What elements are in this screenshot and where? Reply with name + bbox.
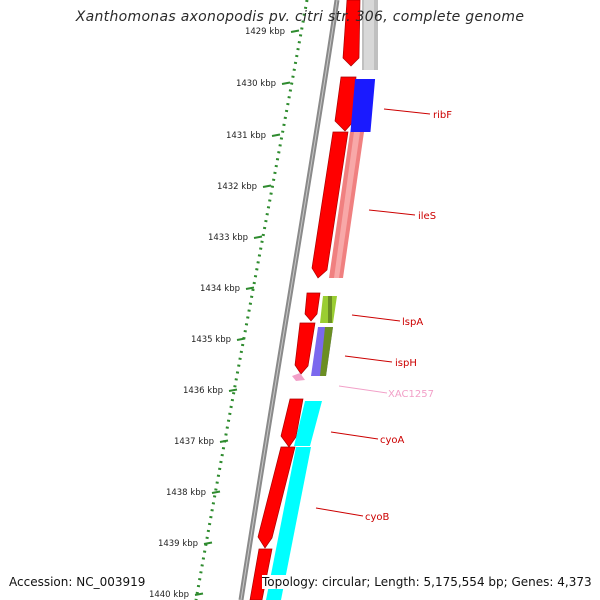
accession-text: Accession: NC_003919: [9, 575, 148, 589]
tick-label: 1430 kbp: [236, 79, 276, 89]
page-title: Xanthomonas axonopodis pv. citri str. 30…: [75, 9, 525, 25]
tick-mark: [262, 184, 272, 188]
gene-ispH[interactable]: [294, 322, 333, 376]
gene-label-cyoA: cyoA: [380, 435, 405, 446]
tick-label: 1438 kbp: [166, 488, 206, 498]
tick-marks: 1429 kbp 1430 kbp 1431 kbp 1432 kbp 1433 kbp…: [149, 27, 300, 600]
gene-cyoA[interactable]: [280, 398, 322, 448]
tick-mark: [211, 490, 221, 494]
tick-mark: [236, 337, 246, 341]
gene-ribF[interactable]: [334, 76, 376, 132]
tick-mark: [290, 29, 300, 33]
tick-label: 1437 kbp: [174, 437, 214, 447]
gene-label-ispH: ispH: [395, 358, 417, 369]
gene-labels: ribF ileS lspA ispH XAC1257 cyoA cyoB: [365, 110, 452, 523]
tick-label: 1429 kbp: [245, 27, 285, 37]
gene-cyoB[interactable]: [257, 446, 311, 600]
tick-label: 1439 kbp: [158, 539, 198, 549]
tick-mark: [271, 133, 281, 137]
tick-label: 1432 kbp: [217, 182, 257, 192]
tick-label: 1435 kbp: [191, 335, 231, 345]
tick-label: 1440 kbp: [149, 590, 189, 600]
gene-label-ribF: ribF: [433, 110, 452, 121]
tick-mark: [203, 541, 213, 545]
gene-label-ileS: ileS: [418, 211, 436, 222]
upstream-gene[interactable]: [342, 0, 378, 70]
label-leaders: [315, 108, 431, 517]
tick-label: 1436 kbp: [183, 386, 223, 396]
tick-label: 1433 kbp: [208, 233, 248, 243]
tick-mark: [228, 388, 238, 392]
gene-label-lspA: lspA: [402, 317, 423, 328]
tick-mark: [253, 235, 263, 239]
tick-mark: [281, 81, 291, 85]
genome-summary-text: Topology: circular; Length: 5,175,554 bp…: [262, 575, 594, 589]
gene-lspA[interactable]: [304, 292, 337, 323]
tick-mark: [245, 286, 255, 290]
tick-label: 1431 kbp: [226, 131, 266, 141]
tick-mark: [194, 592, 204, 596]
tick-mark: [219, 439, 229, 443]
gene-XAC1257[interactable]: [292, 373, 305, 381]
tick-label: 1434 kbp: [200, 284, 240, 294]
gene-ileS[interactable]: [311, 131, 364, 279]
gene-label-cyoB: cyoB: [365, 512, 390, 523]
gene-label-XAC1257: XAC1257: [388, 389, 434, 400]
downstream-gene[interactable]: [249, 548, 273, 600]
